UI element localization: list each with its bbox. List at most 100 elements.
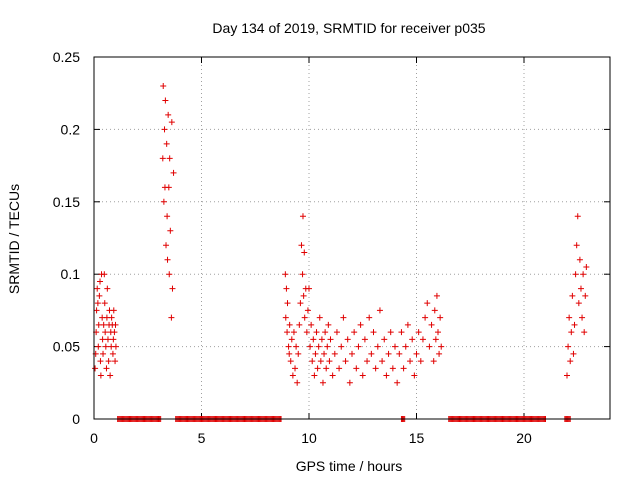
data-point	[433, 292, 440, 299]
data-point	[311, 372, 318, 379]
data-point	[296, 321, 303, 328]
data-point	[419, 336, 426, 343]
data-point	[580, 271, 587, 278]
data-point	[357, 321, 364, 328]
data-point	[108, 314, 115, 321]
data-point	[94, 285, 101, 292]
data-point	[294, 379, 301, 386]
data-point	[568, 329, 575, 336]
data-point	[309, 358, 316, 365]
y-tick-label: 0.05	[53, 339, 80, 355]
data-point	[105, 358, 112, 365]
data-point	[344, 336, 351, 343]
data-point	[110, 336, 117, 343]
data-point	[329, 372, 336, 379]
data-point	[307, 343, 314, 350]
data-point	[424, 300, 431, 307]
data-point	[288, 336, 295, 343]
data-point	[319, 379, 326, 386]
plot-frame	[93, 56, 611, 420]
data-point	[164, 213, 171, 220]
data-point	[100, 321, 107, 328]
data-point	[94, 300, 101, 307]
data-point	[392, 343, 398, 350]
data-point	[301, 249, 308, 256]
data-point	[298, 242, 305, 249]
data-point	[100, 350, 107, 357]
data-point	[317, 358, 324, 365]
data-point	[112, 343, 119, 350]
data-point	[284, 329, 291, 336]
data-point	[293, 343, 300, 350]
data-point	[102, 329, 109, 336]
data-point	[112, 358, 119, 365]
data-point	[110, 307, 117, 314]
data-point	[327, 336, 334, 343]
data-point	[430, 358, 437, 365]
axis-ticks: 0 5 10 15 20 0 0.05 0.1 0.15 0.2 0.25	[53, 49, 610, 446]
data-point	[286, 350, 293, 357]
data-points	[92, 82, 590, 422]
data-point	[404, 321, 411, 328]
data-point	[283, 285, 290, 292]
data-point	[413, 350, 420, 357]
data-point	[300, 292, 307, 299]
x-tick-label: 15	[409, 430, 425, 446]
data-point	[407, 358, 414, 365]
data-point	[97, 358, 104, 365]
data-point	[379, 358, 386, 365]
data-point	[438, 343, 445, 350]
data-point	[109, 350, 116, 357]
data-point	[566, 314, 573, 321]
data-point	[112, 321, 119, 328]
data-point	[107, 372, 114, 379]
data-point	[355, 343, 362, 350]
data-point	[96, 292, 103, 299]
data-point	[435, 329, 441, 336]
data-point	[351, 329, 358, 336]
data-point	[385, 350, 392, 357]
data-point	[168, 314, 175, 321]
data-point	[165, 184, 172, 191]
data-point	[97, 278, 104, 285]
data-point	[304, 307, 311, 314]
data-point	[374, 343, 381, 350]
data-point	[437, 314, 444, 321]
x-tick-label: 20	[516, 430, 532, 446]
data-point	[282, 314, 289, 321]
data-point	[316, 314, 323, 321]
data-point	[338, 343, 345, 350]
data-point	[161, 126, 168, 133]
data-point	[165, 111, 172, 118]
y-tick-label: 0.15	[53, 194, 80, 210]
data-point	[574, 213, 581, 220]
data-point	[346, 379, 353, 386]
data-point	[431, 307, 438, 314]
data-point	[290, 329, 297, 336]
data-point	[564, 372, 570, 379]
data-point	[310, 336, 317, 343]
x-axis-label: GPS time / hours	[296, 458, 403, 474]
data-point	[159, 155, 166, 162]
data-point	[361, 336, 368, 343]
data-point	[415, 329, 422, 336]
data-point	[160, 198, 167, 205]
data-point	[389, 365, 396, 372]
data-point	[387, 329, 394, 336]
y-tick-label: 0	[72, 411, 80, 427]
data-point	[576, 256, 583, 263]
data-point	[282, 271, 289, 278]
data-point	[313, 329, 320, 336]
data-point	[364, 358, 371, 365]
data-point	[160, 82, 167, 89]
data-point	[292, 365, 299, 372]
grid-lines	[94, 57, 610, 419]
data-point	[295, 350, 302, 357]
x-tick-label: 0	[90, 430, 98, 446]
data-point	[104, 336, 111, 343]
data-point	[368, 350, 375, 357]
data-point	[97, 372, 104, 379]
data-point	[322, 329, 329, 336]
data-point	[168, 119, 175, 126]
y-tick-label: 0.2	[61, 121, 81, 137]
